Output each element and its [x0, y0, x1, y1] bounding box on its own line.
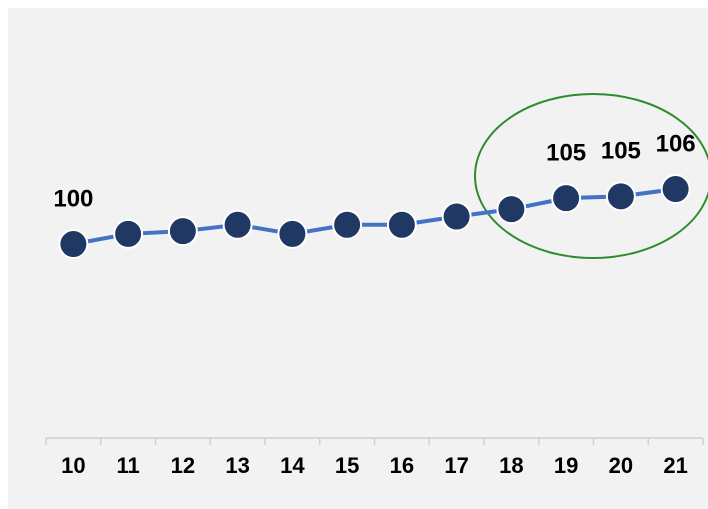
x-tick-label: 14 [280, 453, 305, 478]
x-tick-label: 19 [554, 453, 578, 478]
x-tick-label: 17 [444, 453, 468, 478]
data-label: 106 [656, 130, 696, 157]
x-tick-label: 10 [61, 453, 85, 478]
data-point [167, 216, 198, 247]
data-point [58, 229, 89, 260]
highlight-ellipse [474, 93, 708, 259]
x-tick-label: 11 [116, 453, 139, 478]
data-point [386, 209, 417, 240]
x-tick-label: 13 [225, 453, 249, 478]
x-tick-label: 18 [499, 453, 523, 478]
x-tick-label: 16 [390, 453, 414, 478]
data-label: 100 [53, 185, 93, 212]
data-point [660, 174, 691, 205]
data-point [277, 218, 308, 249]
data-point [441, 201, 472, 232]
x-tick-label: 12 [171, 453, 195, 478]
data-point [496, 194, 527, 225]
x-tick-label: 21 [663, 453, 687, 478]
x-tick-label: 15 [335, 453, 359, 478]
data-point [222, 209, 253, 240]
data-label: 105 [601, 138, 641, 165]
data-point [332, 209, 363, 240]
data-point [113, 218, 144, 249]
data-point [605, 181, 636, 212]
data-label: 105 [546, 140, 586, 167]
data-point [551, 183, 582, 214]
x-tick-label: 20 [609, 453, 633, 478]
